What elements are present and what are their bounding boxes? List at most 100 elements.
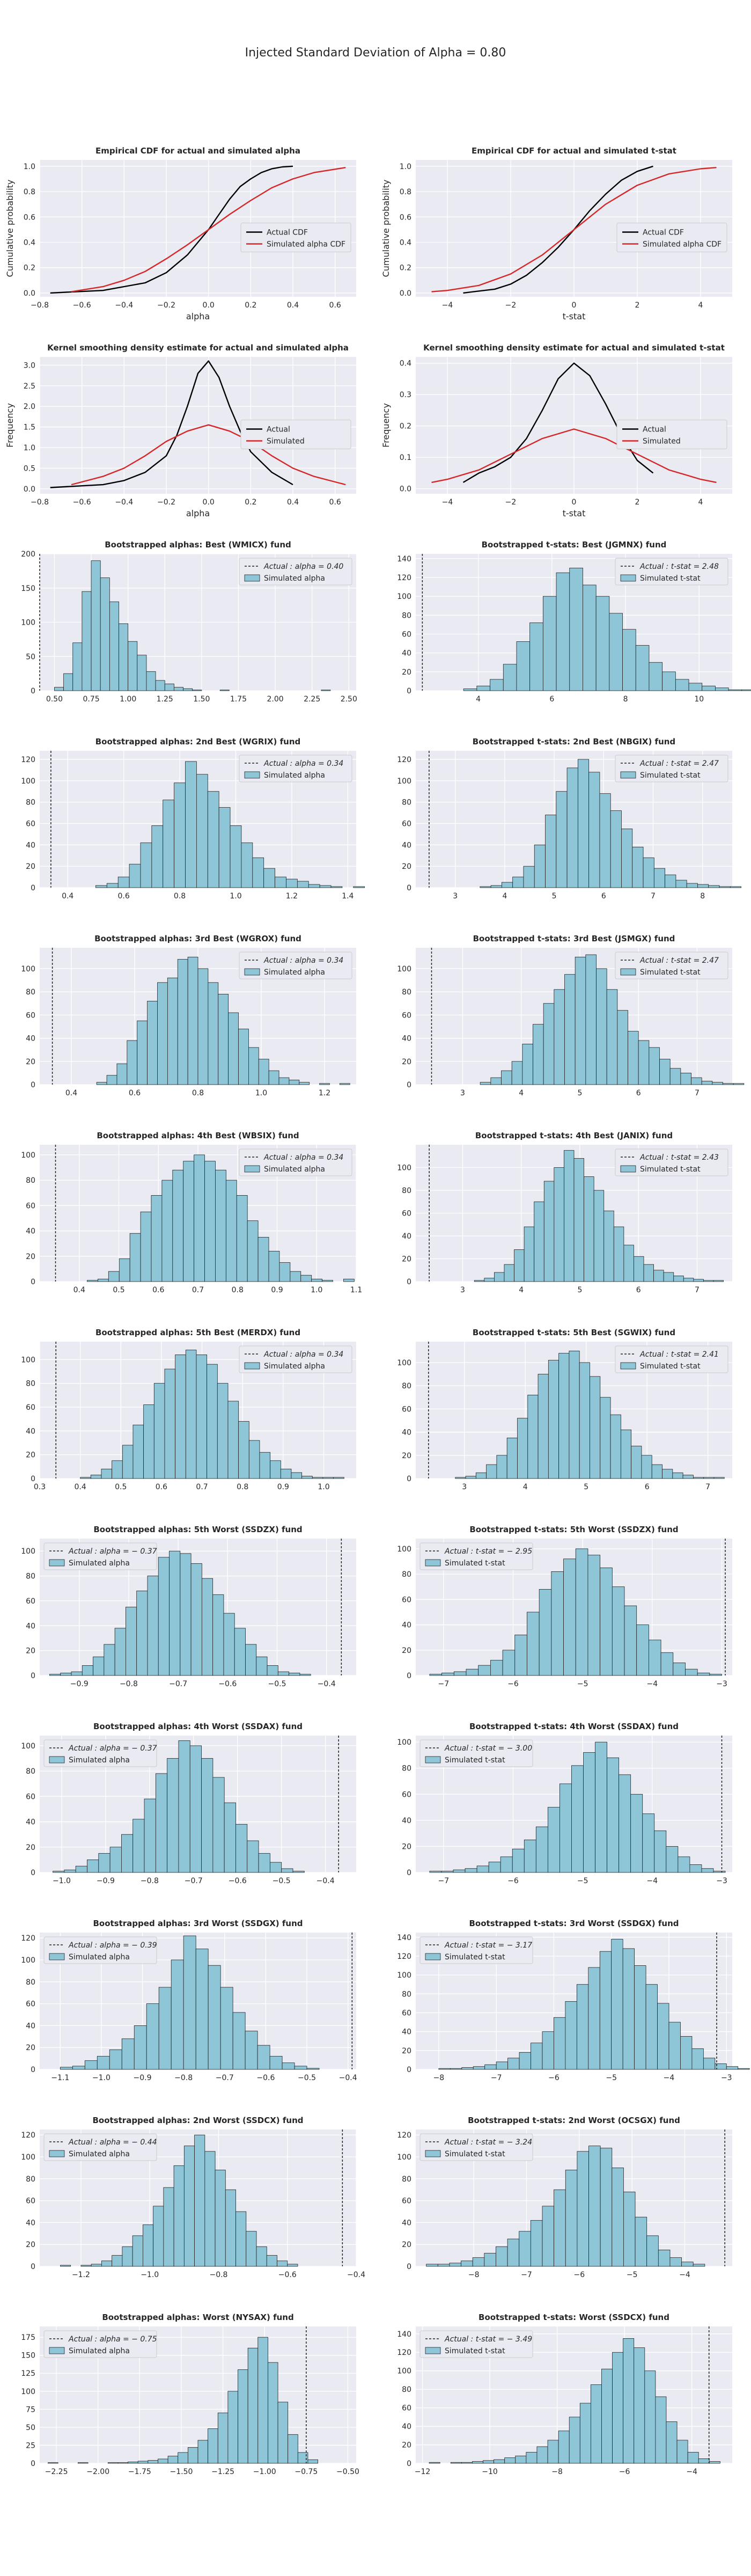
y-tick-label: 40: [26, 1622, 35, 1630]
y-tick-label: 0: [31, 884, 35, 892]
y-tick-label: 100: [397, 1738, 411, 1747]
y-tick-label: 60: [402, 1210, 411, 1218]
histogram-bar: [201, 1578, 213, 1676]
x-tick-label: −0.4: [318, 1680, 336, 1688]
x-tick-label: 0.0: [203, 301, 215, 310]
histogram-bar: [163, 2187, 174, 2267]
x-tick-label: −6: [507, 1680, 519, 1688]
legend-swatch-bar: [425, 1953, 441, 1960]
histogram-bar: [174, 687, 183, 691]
legend-swatch-bar: [49, 2347, 65, 2354]
histogram-bar: [147, 1001, 158, 1085]
x-tick-label: 3: [453, 892, 458, 901]
x-tick-label: −0.8: [141, 1877, 159, 1885]
y-tick-label: 100: [21, 965, 35, 974]
histogram-bar: [632, 846, 644, 888]
legend-swatch-bar: [620, 771, 636, 779]
histogram-bar: [280, 1468, 292, 1479]
histogram-bar: [595, 596, 610, 691]
histogram-bar: [256, 2246, 267, 2267]
y-tick-label: 0: [31, 2066, 35, 2074]
histogram-bar: [151, 1195, 163, 1282]
histogram-bar: [60, 1672, 72, 1676]
y-tick-label: 40: [26, 1035, 35, 1043]
histogram-bar: [437, 2264, 450, 2267]
histogram-bar: [167, 977, 178, 1085]
histogram-bar: [167, 1758, 179, 1873]
legend-label-simulated: Simulated alpha: [264, 574, 325, 583]
histogram-bar: [474, 1280, 485, 1282]
histogram-bar: [472, 2461, 483, 2464]
x-axis-label: alpha: [186, 508, 210, 518]
histogram-bar: [542, 2031, 554, 2070]
x-tick-label: 6: [636, 1089, 641, 1097]
chart-panel-b5_alpha: 0.3 0.4 0.5 0.6 0.7 0.8 0.9 1.0 0 20 40 60 80 100 Boot…: [21, 1328, 356, 1491]
histogram-bar: [634, 2347, 645, 2464]
histogram-bar: [208, 982, 219, 1085]
histogram-bar: [143, 1404, 154, 1479]
histogram-bar: [539, 1589, 552, 1676]
y-tick-label: 40: [402, 1621, 411, 1630]
x-tick-label: 5: [577, 1286, 582, 1294]
x-tick-label: 2: [635, 301, 640, 310]
legend-label-actual: Actual : alpha = 0.40: [263, 562, 343, 571]
y-tick-label: 150: [21, 2352, 35, 2360]
histogram-bar: [157, 982, 168, 1085]
y-tick-label: 20: [402, 668, 411, 677]
x-tick-label: 0.7: [196, 1483, 208, 1491]
histogram-bar: [601, 2368, 613, 2464]
histogram-bar: [215, 1169, 226, 1282]
histogram-bar: [183, 2146, 195, 2267]
x-tick-label: −5: [577, 1680, 588, 1688]
chart-title: Bootstrapped t-stats: Best (JGMNX) fund: [482, 540, 667, 550]
histogram-bar: [126, 1607, 137, 1676]
histogram-bar: [90, 1474, 102, 1479]
chart-panel-cdf_alpha: −0.8 −0.6 −0.4 −0.2 0.0 0.2 0.4 0.6 0.0 0.2 0.4 0.6…: [5, 146, 356, 321]
histogram-bar: [299, 1674, 311, 1676]
x-tick-label: −1.0: [53, 1877, 71, 1885]
histogram-bar: [245, 2031, 258, 2070]
y-tick-label: 40: [26, 1227, 35, 1236]
histogram-bar: [514, 1249, 525, 1282]
legend-label-simulated: Simulated t-stat: [445, 2150, 505, 2158]
histogram-bar: [225, 2189, 236, 2267]
x-tick-label: 4: [698, 498, 703, 507]
x-tick-label: −4: [442, 301, 453, 310]
histogram-bar: [207, 1364, 218, 1479]
histogram-bar: [238, 1421, 249, 1479]
x-tick-label: −0.4: [347, 2271, 365, 2279]
chart-panel-w1_tstat: −12 −10 −8 −6 −4 0 20 40 60 80 100 120 140 Bootstrapp…: [397, 2312, 732, 2476]
histogram-bar: [708, 885, 720, 888]
x-tick-label: −5: [627, 2271, 638, 2279]
histogram-bar: [238, 2369, 248, 2464]
y-tick-label: 0: [407, 2066, 411, 2074]
histogram-bar: [494, 2459, 505, 2464]
histogram-bar: [666, 2421, 678, 2464]
figure-title: Injected Standard Deviation of Alpha = 0…: [245, 46, 506, 60]
histogram-bar: [554, 1167, 564, 1282]
histogram-bar: [190, 1563, 202, 1676]
histogram-bar: [277, 2260, 288, 2267]
histogram-bar: [480, 886, 491, 888]
legend-label-simulated: Simulated alpha: [69, 1953, 130, 1962]
histogram-bar: [153, 2206, 164, 2267]
y-tick-label: 100: [21, 1151, 35, 1160]
histogram-bar: [438, 2068, 451, 2070]
histogram-bar: [441, 1871, 454, 1873]
chart-panel-w1_alpha: −2.25 −2.00 −1.75 −1.50 −1.25 −1.00 −0.75 −0.50…: [21, 2312, 359, 2476]
y-tick-label: 60: [26, 2000, 35, 2009]
histogram-bar: [715, 687, 729, 691]
legend-label-actual: Actual : t-stat = − 2.95: [444, 1547, 532, 1556]
histogram-bar: [600, 1397, 611, 1479]
histogram-bar: [207, 791, 219, 888]
x-axis-label: alpha: [186, 311, 210, 321]
histogram-bar: [685, 1668, 698, 1676]
histogram-bar: [681, 2262, 694, 2267]
histogram-bar: [697, 884, 709, 888]
chart-panel-best_alpha: 0.50 0.75 1.00 1.25 1.50 1.75 2.00 2.25 2.50 0 50 1…: [21, 540, 357, 704]
series-line-actual: [50, 165, 293, 294]
histogram-bar: [153, 1383, 165, 1479]
x-tick-label: −7: [438, 1680, 450, 1688]
y-tick-label: 80: [26, 1176, 35, 1185]
